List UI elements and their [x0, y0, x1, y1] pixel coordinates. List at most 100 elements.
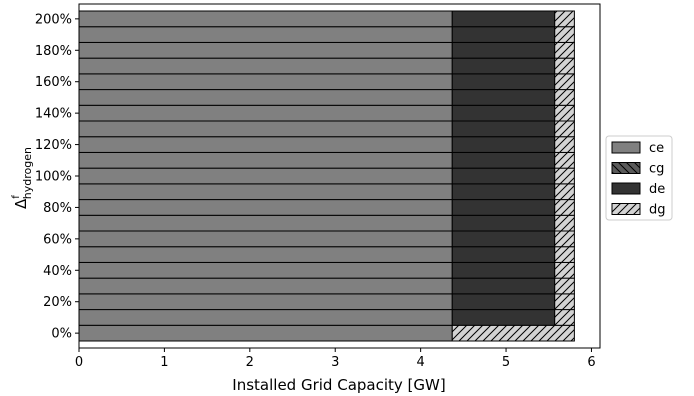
bar-ce-1	[78, 309, 453, 326]
y-tick-label-9: 180%	[35, 44, 72, 59]
bar-ce-10	[78, 167, 453, 185]
bar-ce-6	[78, 230, 453, 248]
bar-dg-2	[554, 293, 575, 311]
bar-dg-20	[554, 10, 575, 28]
bar-ce-2	[78, 293, 453, 311]
bar-de-7	[451, 214, 556, 232]
bar-dg-4	[554, 261, 575, 279]
bar-de-4	[451, 261, 556, 279]
y-axis-title-sup: f	[11, 195, 22, 199]
bar-ce-18	[78, 41, 453, 59]
bar-dg-0	[451, 324, 575, 342]
y-tick-label-4: 80%	[43, 201, 72, 216]
bar-dg-19	[554, 26, 575, 43]
bar-de-3	[451, 277, 556, 295]
legend-label-de: de	[649, 182, 665, 197]
bar-de-14	[451, 104, 556, 122]
bar-de-8	[451, 199, 556, 216]
y-tick-label-5: 100%	[35, 170, 72, 185]
bar-dg-10	[554, 167, 575, 185]
y-tick-label-0: 0%	[51, 327, 72, 342]
legend: ce cg de dg	[605, 135, 673, 221]
x-tick-label-1: 1	[160, 355, 168, 370]
x-axis-title: Installed Grid Capacity [GW]	[232, 376, 445, 394]
legend-box	[605, 135, 673, 221]
y-tick-label-6: 120%	[35, 138, 72, 153]
y-tick-label-3: 60%	[43, 232, 72, 247]
bar-dg-5	[554, 246, 575, 263]
bar-ce-11	[78, 151, 453, 169]
bar-ce-17	[78, 57, 453, 75]
bar-ce-8	[78, 199, 453, 216]
y-tick-label-10: 200%	[35, 12, 72, 27]
bar-de-16	[451, 73, 556, 91]
x-axis: 0 1 2 3 4 5 6	[75, 348, 596, 370]
bar-de-12	[451, 136, 556, 153]
bar-de-11	[451, 151, 556, 169]
bar-dg-9	[554, 183, 575, 201]
bar-ce-15	[78, 89, 453, 106]
y-tick-label-7: 140%	[35, 107, 72, 122]
bar-ce-0	[78, 324, 453, 342]
x-tick-label-0: 0	[75, 355, 83, 370]
bar-de-1	[451, 309, 556, 326]
x-tick-label-2: 2	[246, 355, 254, 370]
bar-ce-5	[78, 246, 453, 263]
bar-dg-13	[554, 120, 575, 138]
y-tick-label-8: 160%	[35, 75, 72, 90]
y-axis-title-base: Δ	[12, 198, 30, 209]
bar-dg-12	[554, 136, 575, 153]
y-axis: 0% 20% 40% 60% 80% 100% 120% 140% 160% 180% 200%	[35, 12, 79, 342]
bar-ce-20	[78, 10, 453, 28]
bar-dg-16	[554, 73, 575, 91]
bar-dg-18	[554, 41, 575, 59]
legend-swatch-ce	[611, 141, 641, 154]
svg-text:Δfhydrogen: Δfhydrogen	[11, 147, 34, 209]
bar-dg-1	[554, 309, 575, 326]
bar-de-20	[451, 10, 556, 28]
legend-label-ce: ce	[649, 141, 664, 156]
y-axis-title-sub: hydrogen	[21, 147, 34, 199]
bar-ce-13	[78, 120, 453, 138]
bars-group	[78, 10, 575, 342]
bar-dg-14	[554, 104, 575, 122]
bar-dg-6	[554, 230, 575, 248]
legend-swatch-dg	[611, 203, 641, 215]
bar-de-18	[451, 41, 556, 59]
y-axis-title: Δfhydrogen	[11, 147, 34, 209]
bar-ce-14	[78, 104, 453, 122]
bar-ce-12	[78, 136, 453, 153]
bar-dg-15	[554, 89, 575, 106]
bar-de-15	[451, 89, 556, 106]
bar-ce-3	[78, 277, 453, 295]
x-tick-label-3: 3	[331, 355, 339, 370]
bar-dg-8	[554, 199, 575, 216]
bar-dg-3	[554, 277, 575, 295]
bar-ce-16	[78, 73, 453, 91]
y-tick-label-1: 20%	[43, 295, 72, 310]
bar-de-5	[451, 246, 556, 263]
bar-de-6	[451, 230, 556, 248]
bar-dg-7	[554, 214, 575, 232]
y-tick-label-2: 40%	[43, 264, 72, 279]
bar-dg-17	[554, 57, 575, 75]
legend-label-cg: cg	[649, 162, 664, 177]
bar-ce-9	[78, 183, 453, 201]
bar-ce-19	[78, 26, 453, 43]
bar-de-10	[451, 167, 556, 185]
x-tick-label-4: 4	[416, 355, 424, 370]
bar-de-13	[451, 120, 556, 138]
bar-de-9	[451, 183, 556, 201]
bar-ce-7	[78, 214, 453, 232]
bar-de-19	[451, 26, 556, 43]
bar-de-17	[451, 57, 556, 75]
bar-dg-11	[554, 151, 575, 169]
legend-swatch-de	[611, 182, 641, 195]
legend-label-dg: dg	[649, 203, 666, 218]
bar-de-2	[451, 293, 556, 311]
x-tick-label-5: 5	[502, 355, 510, 370]
x-tick-label-6: 6	[587, 355, 595, 370]
legend-swatch-cg	[611, 162, 641, 174]
bar-ce-4	[78, 261, 453, 279]
